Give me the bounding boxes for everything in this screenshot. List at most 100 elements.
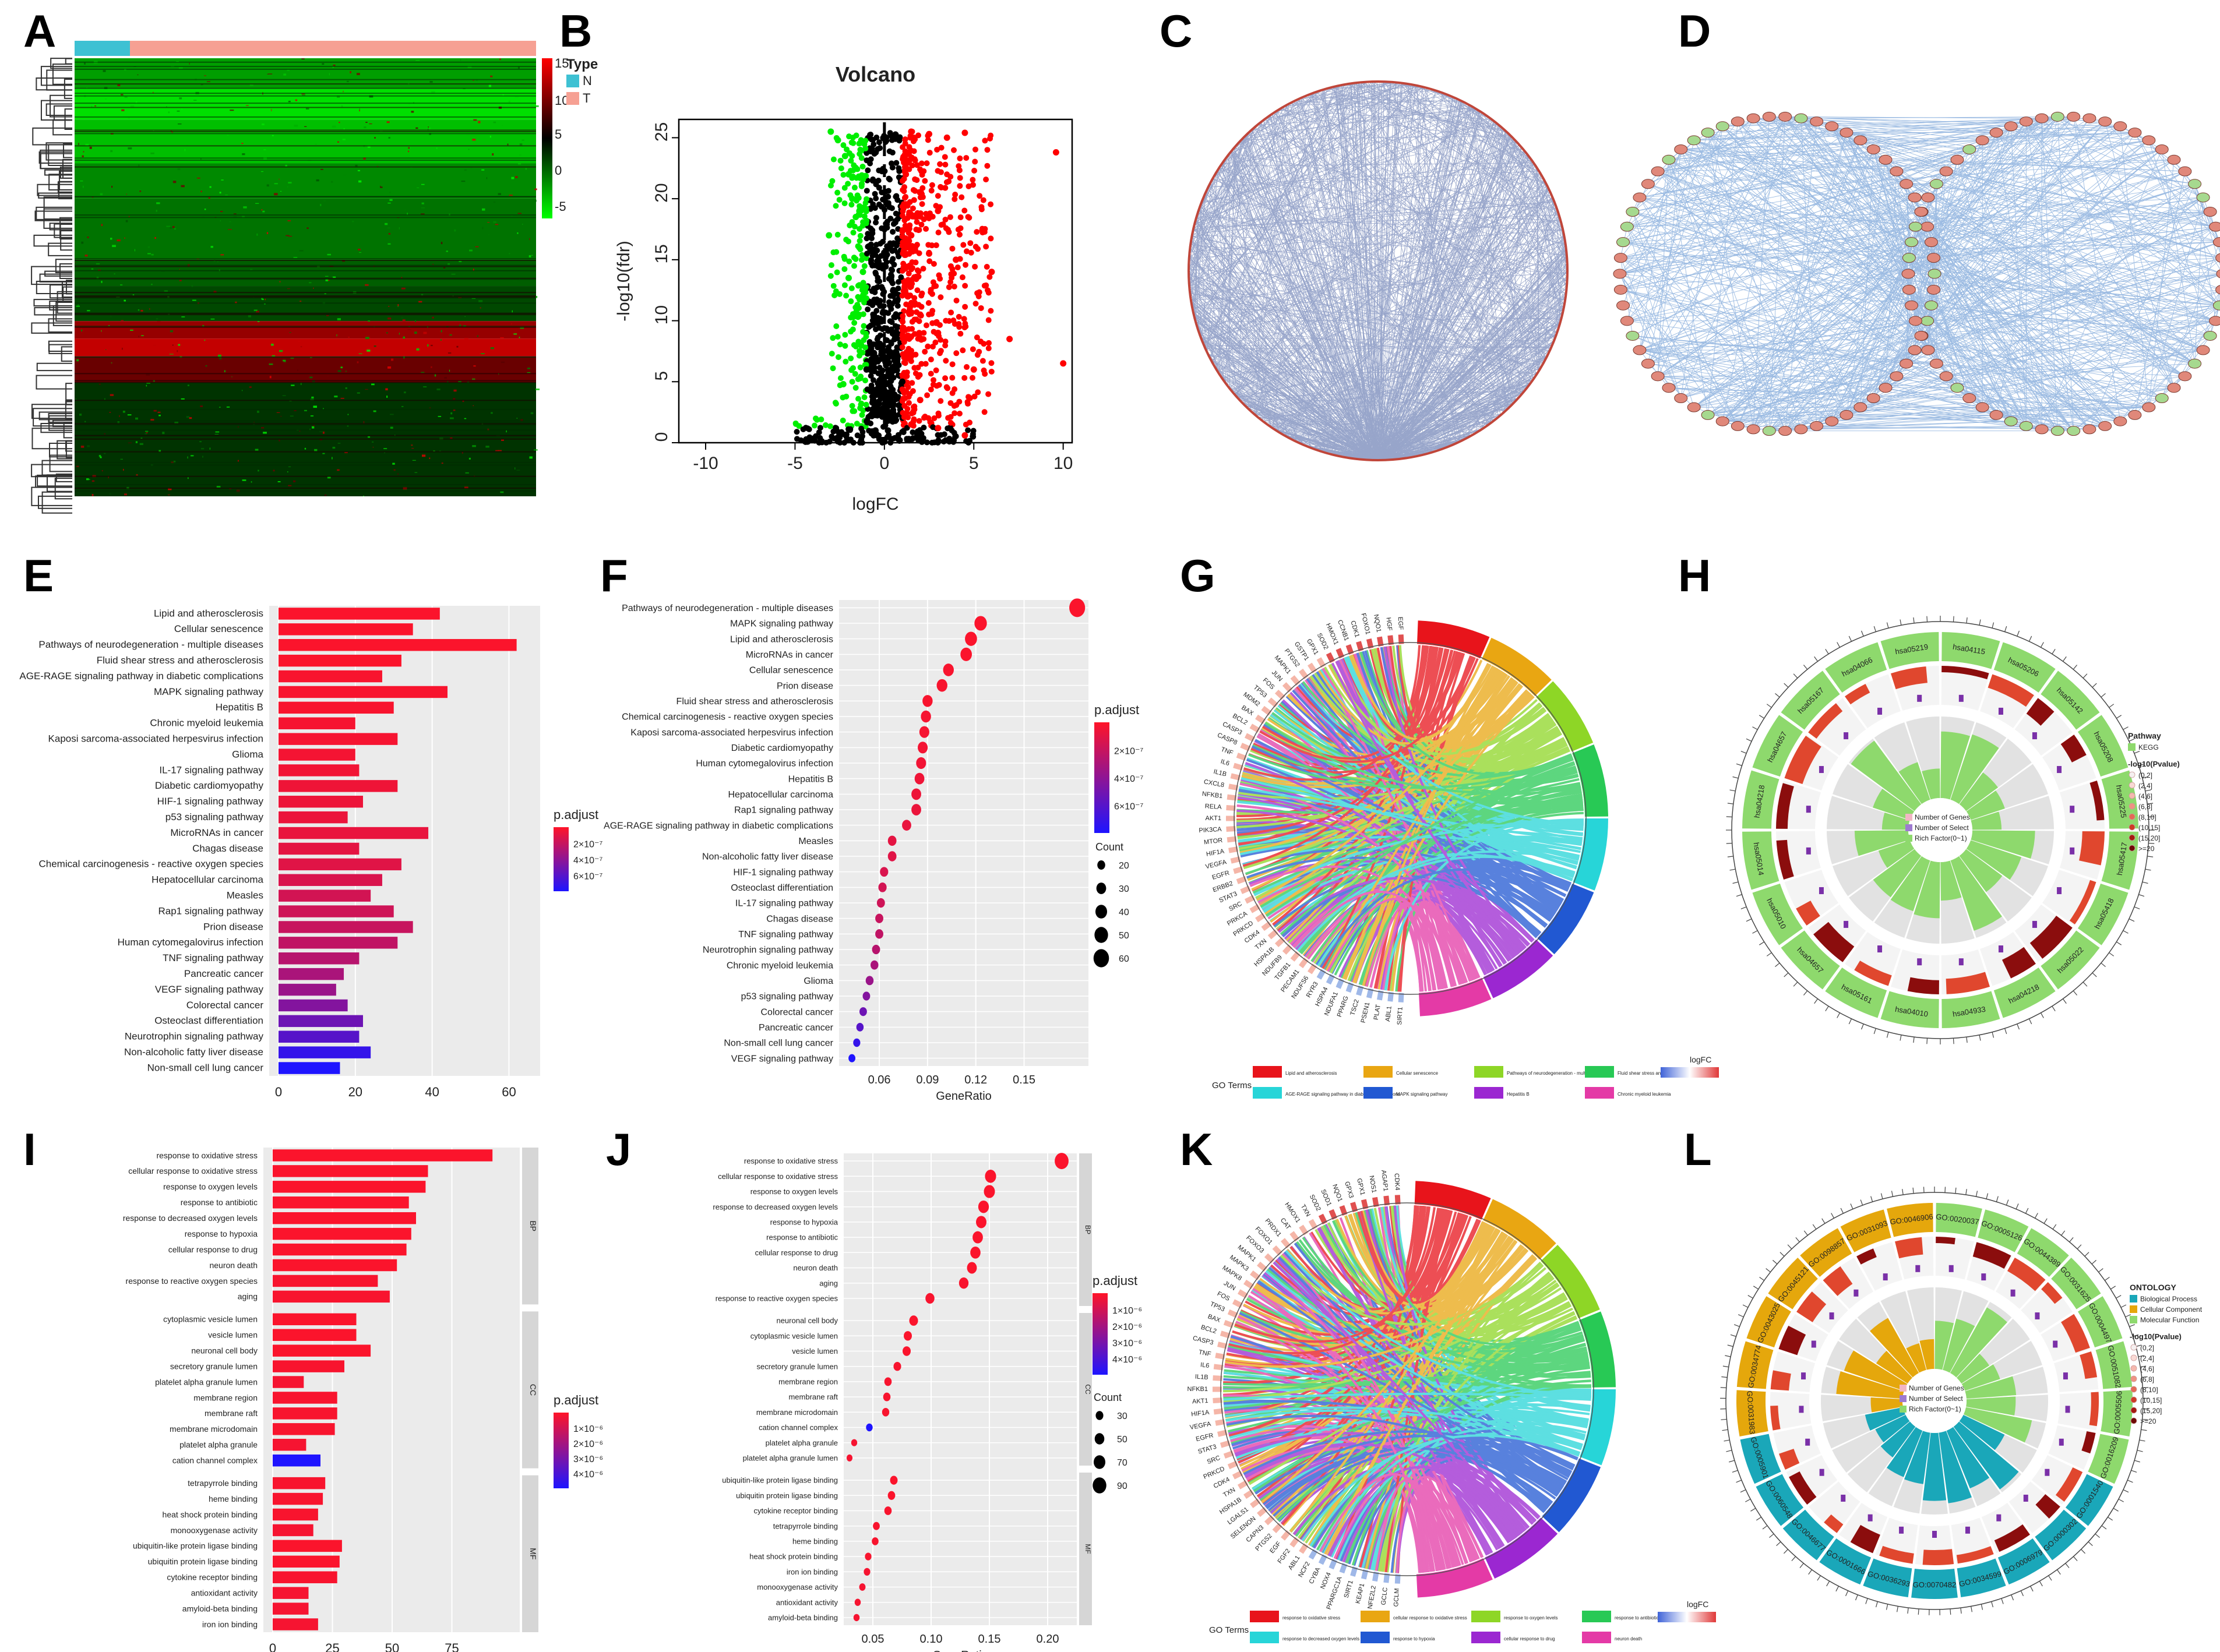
heatmap-speck — [469, 249, 473, 252]
heatmap-speck — [347, 414, 349, 415]
volcano-point — [933, 319, 940, 325]
network-edge — [1193, 312, 1361, 460]
volcano-point — [901, 160, 907, 166]
network-edge — [1188, 271, 1249, 409]
volcano-point — [899, 398, 905, 404]
network-edge — [1557, 210, 1560, 324]
bar — [279, 608, 440, 620]
network-edge — [1382, 112, 1482, 461]
network-node — [1975, 402, 1989, 412]
heatmap-speck — [139, 190, 142, 192]
heatmap-speck — [126, 193, 127, 195]
network-node — [2155, 393, 2169, 404]
heatmap-speck — [369, 123, 372, 125]
heatmap-speck — [237, 460, 239, 462]
network-edge — [1188, 105, 1285, 277]
volcano-point — [985, 290, 992, 296]
heatmap-band — [75, 163, 536, 199]
network-edge — [1193, 202, 1555, 230]
heatmap-speck — [401, 406, 404, 407]
heatmap-speck — [316, 179, 319, 182]
volcano-point — [847, 222, 853, 228]
volcano-point — [833, 249, 840, 255]
heatmap-speck — [266, 232, 269, 234]
network-edge — [1373, 82, 1376, 461]
network-node — [1866, 144, 1880, 154]
padj-legend-tick: 4×10⁻⁷ — [573, 856, 602, 866]
network-node — [1962, 393, 1976, 404]
heatmap-speck — [352, 221, 354, 223]
volcano-point — [868, 373, 874, 379]
network-edge — [1378, 382, 1532, 461]
bar — [279, 733, 398, 745]
network-edge — [1344, 84, 1520, 397]
network-edge — [1204, 195, 1568, 271]
network-edge — [1277, 430, 1379, 461]
heatmap-speck — [421, 183, 425, 185]
network-edge — [1217, 218, 1560, 372]
heatmap-speck — [263, 432, 267, 434]
network-node — [1662, 154, 1676, 165]
network-node — [1853, 402, 1867, 412]
heatmap-speck — [489, 135, 491, 138]
volcano-point — [924, 439, 930, 446]
network-edge — [1322, 89, 1514, 139]
network-edge — [1267, 425, 1411, 458]
heatmap-speck — [464, 418, 467, 419]
network-edge — [1267, 90, 1322, 118]
network-edge — [1192, 307, 1562, 320]
network-edge — [1189, 287, 1472, 436]
dendrogram-branch — [65, 383, 72, 403]
heatmap-speck — [128, 147, 132, 150]
heatmap-speck — [87, 310, 90, 312]
heatmap-speck — [326, 375, 330, 377]
volcano-point — [900, 313, 906, 319]
heatmap-speck — [172, 226, 175, 228]
heatmap-speck — [498, 450, 502, 451]
volcano-point — [862, 145, 869, 151]
heatmap-speck — [475, 79, 478, 81]
volcano-point — [935, 425, 942, 432]
network-node — [1825, 416, 1839, 426]
network-edge — [1372, 256, 1567, 461]
bar-category-label: AGE-RAGE signaling pathway in diabetic c… — [19, 670, 263, 682]
bar-category-label: MAPK signaling pathway — [154, 686, 264, 697]
volcano-point — [859, 163, 866, 170]
volcano-point — [988, 269, 995, 276]
heatmap-speck — [527, 372, 531, 373]
volcano-point — [887, 293, 894, 299]
network-edge — [1436, 418, 1497, 451]
network-edge — [1550, 192, 1568, 263]
heatmap-speck — [162, 432, 165, 435]
dot-x-label: GeneRatio — [936, 1090, 992, 1103]
heatmap-speck — [385, 223, 388, 225]
network-edge — [1370, 376, 1535, 461]
network-edge — [1274, 210, 1558, 430]
volcano-point — [892, 349, 898, 355]
heatmap-speck — [121, 320, 124, 322]
heatmap-speck — [248, 315, 251, 317]
dot-category-label: MAPK signaling pathway — [730, 619, 833, 629]
network-edge — [1369, 433, 1475, 461]
network-edge — [1230, 389, 1368, 461]
network-edge — [1308, 94, 1515, 403]
network-edge — [1377, 81, 1384, 461]
network-edge — [1275, 193, 1552, 430]
network-edge — [1329, 119, 1493, 454]
network-edge — [1212, 179, 1566, 301]
network-edge — [1375, 82, 1380, 461]
network-edge — [1375, 275, 1568, 461]
volcano-point — [925, 137, 931, 143]
network-node — [1905, 300, 1919, 310]
heatmap-speck — [343, 174, 347, 176]
network-edge — [1228, 387, 1318, 451]
volcano-point — [841, 282, 848, 288]
heatmap-speck — [260, 427, 265, 429]
network-edge — [1258, 417, 1476, 433]
network-edge — [1383, 101, 1463, 461]
network-edge — [1189, 134, 1248, 282]
network-node — [1879, 383, 1893, 393]
network-edge — [1236, 144, 1376, 461]
network-edge — [1387, 111, 1480, 461]
heatmap-speck — [268, 73, 273, 75]
